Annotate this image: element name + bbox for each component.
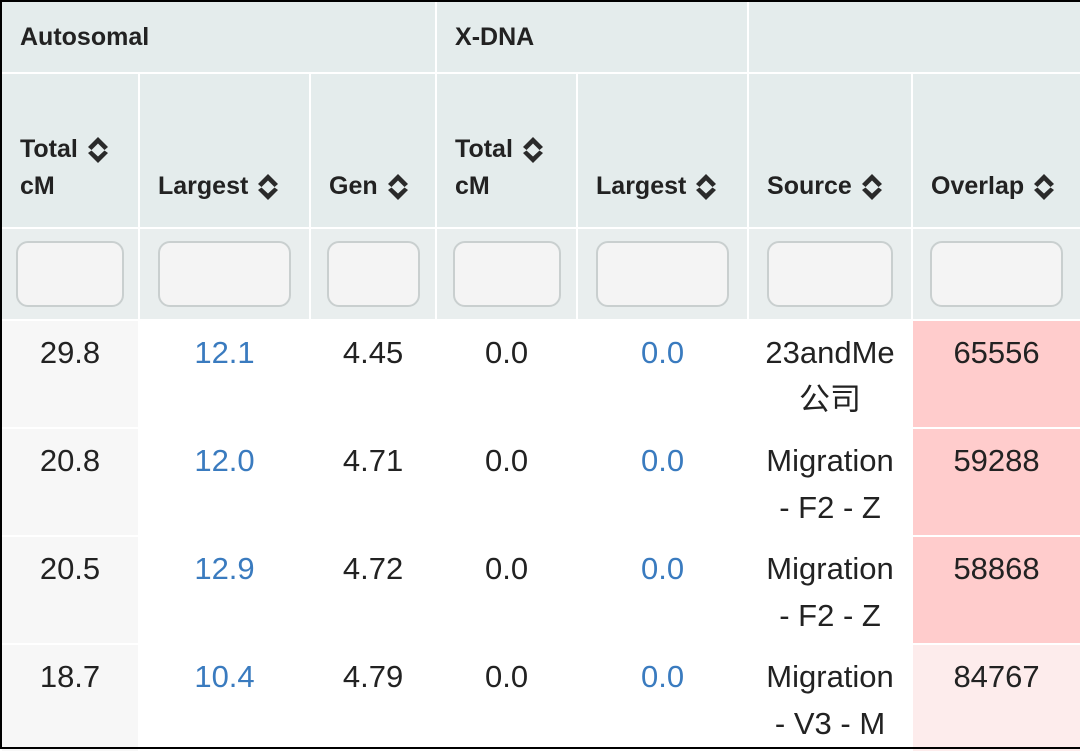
- source-line-1: Migration: [766, 443, 894, 478]
- filter-cell: [911, 227, 1080, 321]
- cell-auto-total-cm: 20.8: [0, 427, 140, 537]
- filter-input-auto-largest[interactable]: [158, 241, 291, 307]
- col-header-label-line2: cM: [20, 172, 55, 200]
- col-header-label: Total: [455, 135, 513, 163]
- cell-x-total-cm: 0.0: [435, 427, 579, 537]
- source-line-1: Migration: [766, 659, 894, 694]
- source-line-2: 公司: [799, 382, 862, 417]
- col-header-x-largest[interactable]: Largest: [576, 72, 750, 229]
- cell-auto-largest-link[interactable]: 12.9: [138, 535, 311, 645]
- source-line-2: - F2 - Z: [779, 490, 881, 525]
- cell-source: Migration - F2 - Z: [747, 535, 914, 645]
- cell-x-largest-link[interactable]: 0.0: [576, 427, 750, 537]
- sort-up-down-icon[interactable]: [521, 135, 545, 165]
- cell-overlap: 58868: [911, 535, 1080, 645]
- frame-bottom-edge: [0, 747, 1080, 749]
- cell-source: 23andMe 公司: [747, 319, 914, 429]
- column-header-row: Total cM Largest Gen: [0, 72, 1080, 229]
- col-header-label: Source: [767, 172, 852, 200]
- cell-x-total-cm: 0.0: [435, 319, 579, 429]
- filter-input-overlap[interactable]: [930, 241, 1064, 307]
- sort-up-down-icon[interactable]: [694, 172, 718, 202]
- cell-overlap: 65556: [911, 319, 1080, 429]
- filter-input-auto-total[interactable]: [16, 241, 124, 307]
- col-header-label: Largest: [596, 172, 687, 200]
- source-line-2: - F2 - Z: [779, 598, 881, 633]
- col-header-gen[interactable]: Gen: [308, 72, 438, 229]
- filter-cell: [576, 227, 750, 321]
- col-header-label: Overlap: [931, 172, 1025, 200]
- cell-overlap: 84767: [911, 643, 1080, 753]
- sort-up-down-icon[interactable]: [86, 135, 110, 165]
- source-line-1: Migration: [766, 551, 894, 586]
- cell-x-total-cm: 0.0: [435, 535, 579, 645]
- filter-cell: [435, 227, 579, 321]
- table-row[interactable]: 20.8 12.0 4.71 0.0 0.0 Migration - F2 - Z 59288: [0, 427, 1080, 537]
- cell-auto-total-cm: 20.5: [0, 535, 140, 645]
- cell-x-largest-link[interactable]: 0.0: [576, 643, 750, 753]
- filter-input-gen[interactable]: [326, 241, 420, 307]
- filter-input-x-largest[interactable]: [596, 241, 730, 307]
- group-header-xdna: X-DNA: [435, 0, 750, 74]
- col-header-label-line2: cM: [455, 172, 490, 200]
- cell-gen: 4.71: [308, 427, 438, 537]
- filter-input-x-total[interactable]: [452, 241, 561, 307]
- col-header-label: Gen: [329, 172, 378, 200]
- cell-auto-largest-link[interactable]: 12.0: [138, 427, 311, 537]
- sort-up-down-icon[interactable]: [860, 172, 884, 202]
- frame-top-edge: [0, 0, 1080, 2]
- cell-gen: 4.45: [308, 319, 438, 429]
- source-line-2: - V3 - M: [774, 706, 886, 741]
- cell-auto-total-cm: 18.7: [0, 643, 140, 753]
- table-row[interactable]: 20.5 12.9 4.72 0.0 0.0 Migration - F2 - Z 58868: [0, 535, 1080, 645]
- col-header-overlap[interactable]: Overlap: [911, 72, 1080, 229]
- filter-cell: [308, 227, 438, 321]
- cell-x-largest-link[interactable]: 0.0: [576, 535, 750, 645]
- group-header-autosomal: Autosomal: [0, 0, 438, 74]
- cell-overlap: 59288: [911, 427, 1080, 537]
- filter-cell: [747, 227, 914, 321]
- cell-auto-largest-link[interactable]: 10.4: [138, 643, 311, 753]
- group-header-row: Autosomal X-DNA: [0, 0, 1080, 74]
- col-header-label: Total: [20, 135, 78, 163]
- cell-auto-largest-link[interactable]: 12.1: [138, 319, 311, 429]
- sort-up-down-icon[interactable]: [1032, 172, 1056, 202]
- filter-input-source[interactable]: [767, 241, 894, 307]
- cell-x-largest-link[interactable]: 0.0: [576, 319, 750, 429]
- sort-up-down-icon[interactable]: [256, 172, 280, 202]
- source-line-1: 23andMe: [765, 335, 895, 370]
- col-header-label: Largest: [158, 172, 249, 200]
- col-header-source[interactable]: Source: [747, 72, 914, 229]
- frame-left-edge: [0, 0, 2, 749]
- cell-auto-total-cm: 29.8: [0, 319, 140, 429]
- cell-source: Migration - F2 - Z: [747, 427, 914, 537]
- cell-source: Migration - V3 - M: [747, 643, 914, 753]
- col-header-auto-largest[interactable]: Largest: [138, 72, 311, 229]
- col-header-auto-total-cm[interactable]: Total cM: [0, 72, 140, 229]
- table-body: 29.8 12.1 4.45 0.0 0.0 23andMe 公司 65556 20.8 12.0…: [0, 319, 1080, 753]
- cell-x-total-cm: 0.0: [435, 643, 579, 753]
- filter-cell: [138, 227, 311, 321]
- table-row[interactable]: 29.8 12.1 4.45 0.0 0.0 23andMe 公司 65556: [0, 319, 1080, 429]
- filter-row: [0, 227, 1080, 321]
- group-header-blank: [747, 0, 1080, 74]
- table-row[interactable]: 18.7 10.4 4.79 0.0 0.0 Migration - V3 - M 84767: [0, 643, 1080, 753]
- sort-up-down-icon[interactable]: [386, 172, 410, 202]
- cell-gen: 4.79: [308, 643, 438, 753]
- filter-cell: [0, 227, 140, 321]
- cell-gen: 4.72: [308, 535, 438, 645]
- col-header-x-total-cm[interactable]: Total cM: [435, 72, 579, 229]
